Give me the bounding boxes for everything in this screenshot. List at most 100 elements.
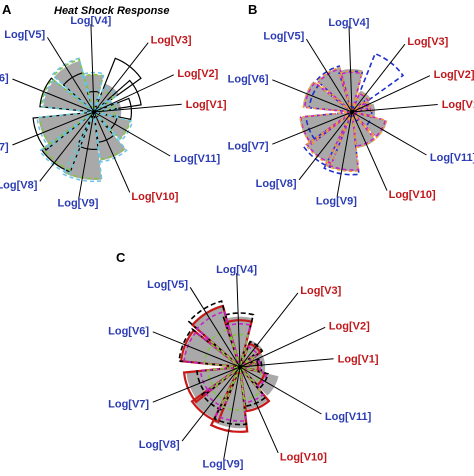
panel-c-series-0-wedge-6	[182, 331, 240, 367]
panel-b-series-3-wedge-10	[350, 109, 377, 149]
panel-b-label-10: Log[V10]	[389, 189, 436, 201]
panel-b-label-7: Log[V7]	[228, 141, 269, 153]
panel-b-spoke-11	[351, 111, 427, 156]
panel-a-label-7: Log[V7]	[0, 142, 9, 154]
panel-a-spoke-3	[93, 42, 149, 113]
panel-b-spoke-5	[305, 38, 353, 113]
panel-a-spoke-9	[78, 111, 95, 199]
panel-c-series-4-wedge-2	[237, 356, 256, 369]
panel-a-spoke-6	[12, 78, 95, 113]
panel-a-label-4: Log[V4]	[70, 15, 111, 27]
panel-b-label-5: Log[V5]	[263, 31, 304, 43]
panel-b-spoke-3	[351, 43, 406, 113]
panel-b-spoke-1	[351, 104, 438, 113]
panel-c-series-4-wedge-8	[209, 364, 242, 402]
panel-a-center	[92, 110, 96, 114]
panel-a-series-2-wedge-1	[91, 103, 116, 117]
panel-c-series-3-wedge-9	[214, 364, 247, 422]
panel-c-spoke-2	[239, 326, 326, 368]
panel-b-label-1: Log[V1]	[442, 99, 474, 111]
panel-b-series-0-wedge-5	[317, 67, 352, 112]
panel-a-spoke-8	[39, 111, 95, 182]
panel-a-series-0-wedge-4	[82, 74, 104, 112]
panel-c-chart: Log[V1] Log[V2] Log[V3] Log[V4] Log[V5] Log[V…	[108, 264, 379, 470]
panel-c-series-0-wedge-4	[224, 316, 253, 367]
panel-c-label-8: Log[V8]	[139, 439, 180, 451]
panel-b-series-2-wedge-3	[350, 92, 370, 115]
panel-c-series-3-wedge-10	[238, 364, 265, 404]
panel-b-chart: Log[V1] Log[V2] Log[V3] Log[V4] Log[V5] Log[V…	[228, 17, 474, 208]
panel-b-series-0-wedge-4	[338, 69, 363, 112]
panel-c-series-2-wedge-4	[221, 312, 255, 370]
panel-a-series-0-wedge-8	[41, 112, 94, 172]
panel-c-spoke-1	[239, 358, 334, 368]
panel-b-label-4: Log[V4]	[328, 17, 369, 29]
panel-a-series-0-wedge-7	[38, 112, 94, 147]
panel-c-series-2-wedge-5	[187, 300, 242, 370]
panel-b-series-1-wedge-5	[315, 65, 354, 115]
panel-c-label-2: Log[V2]	[329, 321, 370, 333]
panel-b-spoke-7	[272, 111, 353, 145]
panel-a-series-0-wedge-3	[94, 83, 119, 112]
panel-c-label-11: Log[V11]	[325, 411, 372, 423]
panel-b-series-0-wedge-6	[302, 81, 352, 112]
panel-b-spoke-9	[336, 111, 353, 197]
panel-c-series-0-wedge-10	[240, 367, 268, 410]
panel-a-label-10: Log[V10]	[131, 191, 178, 203]
panel-b-spoke-2	[351, 75, 431, 113]
panel-c-spoke-10	[239, 366, 279, 454]
panel-c-spoke-11	[239, 366, 322, 415]
panel-c-label-9: Log[V9]	[203, 459, 244, 471]
panel-b-series-0-wedge-10	[352, 112, 376, 148]
panel-c-letter: C	[116, 250, 126, 265]
panel-a-series-3-wedge-3	[92, 85, 118, 115]
panel-b-series-0-wedge-11	[352, 112, 388, 139]
panel-c-center	[238, 365, 242, 369]
panel-c-series-4-wedge-6	[203, 343, 243, 368]
panel-b-series-2-wedge-9	[325, 109, 360, 171]
panel-c-series-2-wedge-2	[237, 353, 259, 369]
panel-c-label-7: Log[V7]	[108, 399, 149, 411]
panel-a-label-3: Log[V3]	[151, 35, 192, 47]
panel-c-series-4-wedge-4	[228, 333, 249, 370]
panel-a-series-0-wedge-6	[43, 80, 94, 112]
panel-a-label-1: Log[V1]	[186, 99, 227, 111]
panel-a-series-3-wedge-9	[62, 109, 103, 183]
panel-a-series-0-wedge-10	[94, 112, 126, 161]
panel-c-spoke-6	[152, 331, 241, 368]
panel-c-series-3-wedge-1	[237, 358, 261, 372]
panel-c-spoke-9	[223, 366, 241, 460]
panel-b-label-6: Log[V6]	[228, 73, 269, 85]
panel-c-spoke-3	[239, 292, 299, 368]
panel-b-series-3-wedge-2	[349, 99, 370, 114]
panel-a-spoke-11	[93, 111, 171, 157]
panel-a-label-8: Log[V8]	[0, 180, 38, 192]
panel-b-spoke-6	[272, 79, 353, 113]
panel-a-spoke-5	[46, 37, 95, 113]
panel-b-center	[350, 110, 354, 114]
panel-a-label-9: Log[V9]	[58, 198, 99, 210]
panel-b-series-1-wedge-2	[349, 99, 370, 114]
panel-b-series-3-wedge-5	[316, 66, 354, 115]
panel-a-label-5: Log[V5]	[4, 29, 45, 41]
panel-a-spoke-1	[93, 103, 182, 113]
panel-c-series-3-wedge-2	[237, 355, 257, 369]
panel-a-letter: A	[2, 2, 12, 17]
panel-c-label-5: Log[V5]	[147, 279, 188, 291]
panel-c-spoke-7	[152, 366, 241, 403]
panel-b-series-0-wedge-8	[306, 112, 352, 165]
panel-c-series-3-wedge-3	[238, 345, 259, 370]
panel-c-series-0-wedge-11	[240, 367, 279, 396]
panel-c-label-3: Log[V3]	[300, 285, 341, 297]
panel-b-series-3-wedge-11	[349, 110, 388, 139]
panel-c-series-4-wedge-9	[219, 364, 246, 411]
panel-a-label-2: Log[V2]	[177, 68, 218, 80]
panel-b-label-2: Log[V2]	[434, 69, 474, 81]
panel-c-series-4-wedge-10	[238, 364, 263, 400]
panel-c-label-1: Log[V1]	[338, 354, 379, 366]
panel-b-label-11: Log[V11]	[430, 152, 474, 164]
panel-a-spoke-10	[93, 111, 131, 193]
panel-c-label-10: Log[V10]	[280, 452, 327, 464]
panel-a-title: Heat Shock Response	[54, 5, 170, 17]
panel-c-series-3-wedge-4	[225, 323, 252, 370]
